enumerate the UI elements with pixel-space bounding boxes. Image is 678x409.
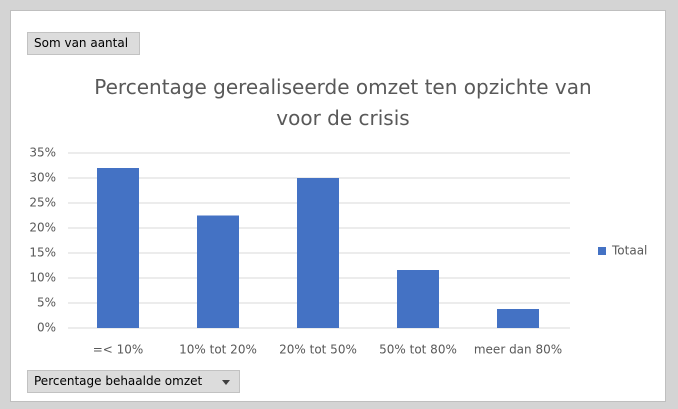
x-tick-label: meer dan 80%: [474, 343, 562, 357]
bar: [97, 168, 139, 328]
axis-field-label: Percentage behaalde omzet: [34, 374, 203, 388]
dropdown-arrow: [222, 380, 230, 385]
x-tick-label: 50% tot 80%: [379, 343, 457, 357]
y-tick-label: 0%: [37, 321, 56, 335]
value-field-button[interactable]: Som van aantal: [27, 32, 140, 55]
y-tick-label: 30%: [29, 171, 56, 185]
y-tick-label: 25%: [29, 196, 56, 210]
y-tick-label: 20%: [29, 221, 56, 235]
x-tick-label: 10% tot 20%: [179, 343, 257, 357]
legend-label: Totaal: [611, 244, 647, 258]
x-tick-label: 20% tot 50%: [279, 343, 357, 357]
y-tick-label: 35%: [29, 146, 56, 160]
chart-title: Percentage gerealiseerde omzet ten opzic…: [94, 75, 592, 130]
legend-swatch: [598, 247, 606, 255]
y-tick-label: 15%: [29, 246, 56, 260]
bar: [397, 270, 439, 328]
axis-field-button[interactable]: Percentage behaalde omzet: [27, 370, 240, 393]
bar: [497, 309, 539, 328]
y-tick-label: 10%: [29, 271, 56, 285]
y-tick-label: 5%: [37, 296, 56, 310]
bar: [297, 178, 339, 328]
bar: [197, 215, 239, 328]
x-tick-label: =< 10%: [93, 343, 144, 357]
